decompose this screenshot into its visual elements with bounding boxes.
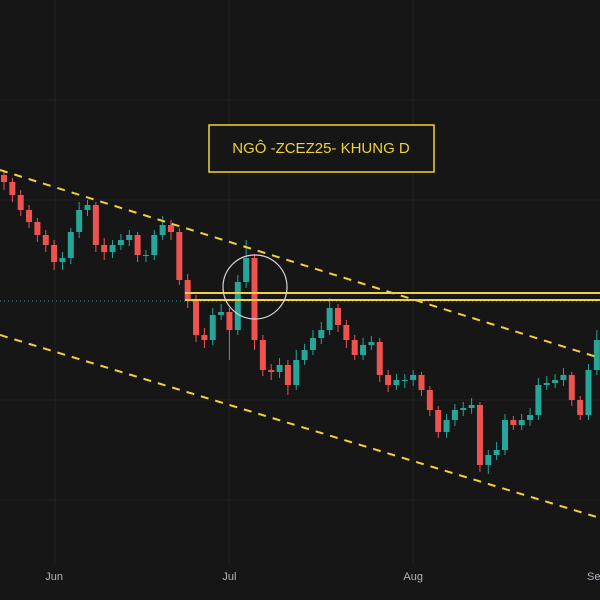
candle-body	[59, 258, 66, 262]
candle-body	[552, 380, 559, 383]
candle-body	[117, 240, 124, 245]
candle-body	[376, 342, 383, 375]
candle-body	[1, 175, 7, 182]
candle-body	[568, 375, 575, 400]
candle-body	[343, 325, 350, 340]
candle-body	[201, 335, 208, 340]
candle-body	[134, 235, 141, 255]
candle-body	[301, 350, 308, 360]
candle-body	[193, 300, 200, 335]
candle-body	[560, 375, 567, 380]
candle-body	[368, 342, 375, 345]
candle-body	[410, 375, 417, 380]
candle-body	[284, 365, 291, 385]
candle-body	[276, 365, 283, 372]
candle-body	[67, 232, 74, 258]
x-tick-label: Aug	[403, 571, 423, 583]
highlight-circle	[222, 254, 288, 320]
candle-body	[518, 420, 525, 425]
candle-body	[293, 360, 300, 385]
candle-body	[268, 370, 275, 372]
candle-body	[26, 210, 33, 222]
candle-body	[393, 380, 400, 385]
candle-body	[259, 340, 266, 370]
candle-body	[209, 315, 216, 340]
candle-body	[159, 225, 166, 235]
candle-body	[142, 255, 149, 256]
candle-body	[543, 383, 550, 385]
candle-body	[426, 390, 433, 410]
candle-body	[101, 245, 108, 252]
candle-body	[577, 400, 584, 415]
candle-body	[360, 345, 367, 355]
candle-body	[535, 385, 542, 415]
candle-body	[351, 340, 358, 355]
chart-title: NGÔ -ZCEZ25- KHUNG D	[232, 140, 410, 157]
candle-body	[92, 205, 99, 245]
candle-body	[326, 308, 333, 330]
candle-body	[176, 232, 183, 280]
candle-body	[593, 340, 600, 370]
candle-body	[401, 380, 408, 381]
candle-body	[510, 420, 517, 425]
candle-body	[34, 222, 41, 235]
candle-body	[109, 245, 116, 252]
candle-body	[17, 195, 24, 210]
candle-body	[226, 312, 233, 330]
x-tick-label: Sep	[587, 571, 600, 583]
candle-body	[318, 330, 325, 338]
candle-body	[51, 245, 58, 262]
candle-body	[76, 210, 83, 232]
title-box	[208, 124, 435, 173]
candle-body	[126, 235, 133, 240]
candle-body	[585, 370, 592, 415]
candle-body	[385, 375, 392, 385]
candle-body	[151, 235, 158, 255]
x-tick-label: Jun	[45, 571, 63, 583]
candle-body	[527, 415, 534, 420]
candle-body	[9, 182, 16, 195]
x-tick-label: Jul	[222, 571, 236, 583]
candle-body	[218, 312, 225, 315]
candle-body	[42, 235, 49, 245]
candle-body	[451, 410, 458, 420]
candle-body	[418, 375, 425, 390]
candle-body	[84, 205, 91, 210]
grid	[0, 0, 600, 565]
candle-body	[309, 338, 316, 350]
candle-body	[502, 420, 508, 450]
candle-body	[168, 225, 174, 232]
candle-body	[468, 405, 475, 408]
candle-body	[443, 420, 450, 432]
candle-body	[243, 258, 250, 282]
candle-body	[476, 405, 483, 465]
candle-body	[435, 410, 442, 432]
candle-body	[234, 282, 241, 330]
candle-body	[184, 280, 191, 300]
candle-body	[460, 408, 467, 410]
candle-body	[485, 455, 492, 465]
candle-body	[335, 308, 341, 325]
candle-body	[493, 450, 500, 455]
